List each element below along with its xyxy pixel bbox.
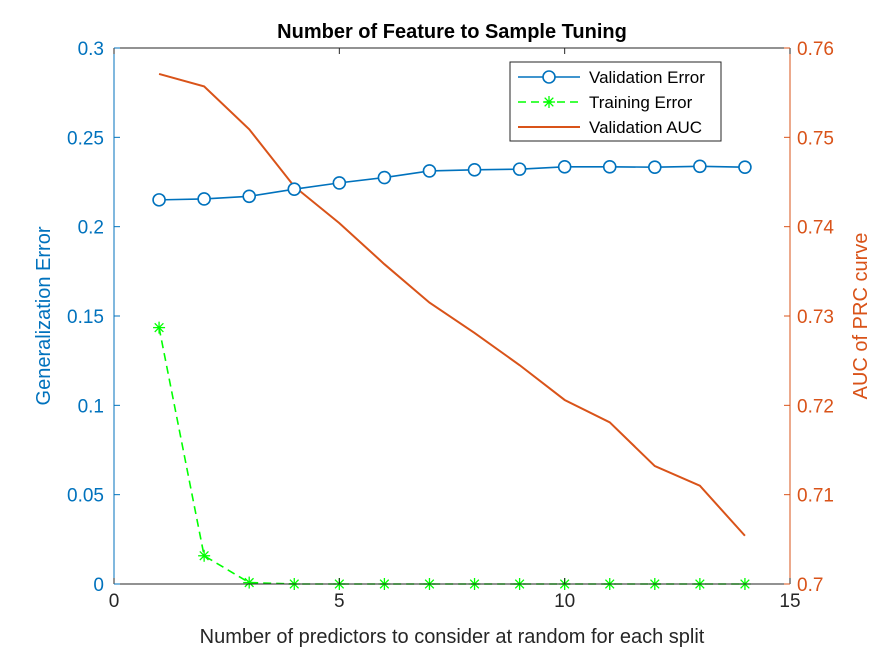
data-point	[198, 549, 211, 562]
data-point	[543, 96, 555, 108]
legend-label: Validation Error	[589, 68, 705, 87]
y-right-tick-label: 0.75	[797, 128, 834, 149]
y-left-tick-label: 0.1	[78, 396, 104, 417]
series-line	[159, 165, 745, 201]
data-point	[242, 189, 256, 204]
data-point	[693, 159, 707, 174]
x-axis-label: Number of predictors to consider at rand…	[200, 626, 705, 648]
asterisk-stroke	[154, 322, 164, 333]
x-tick-label: 15	[779, 591, 800, 612]
data-point	[467, 163, 482, 177]
y-right-tick-label: 0.7	[797, 575, 823, 596]
legend-item: Validation AUC	[518, 118, 702, 137]
ticks: 0 5 10 15 0 0.05 0.1 0.15 0.2 0.25 0.3 0.7 0.71 0.72 0…	[67, 39, 834, 612]
series-validation-error	[152, 159, 752, 207]
data-point	[332, 176, 347, 190]
asterisk-stroke	[244, 577, 254, 588]
y-axis-right-label: AUC of PRC curve	[850, 233, 872, 400]
data-point	[557, 160, 572, 174]
series-validation-auc	[158, 72, 746, 537]
legend: Validation Error Training Error Validation…	[509, 61, 722, 142]
chart-title: Number of Feature to Sample Tuning	[277, 21, 627, 43]
series-line	[158, 72, 746, 537]
data-point	[197, 192, 211, 206]
y-right-tick-label: 0.74	[797, 218, 834, 239]
y-left-tick-label: 0.2	[78, 218, 104, 239]
x-tick-label: 0	[109, 591, 120, 612]
legend-label: Validation AUC	[589, 118, 702, 137]
y-right-tick-label: 0.73	[797, 307, 834, 328]
data-point	[512, 162, 527, 176]
asterisk-stroke	[544, 97, 554, 107]
data-point	[377, 170, 392, 185]
x-tick-label: 5	[334, 591, 345, 612]
y-axis-left-label: Generalization Error	[33, 226, 55, 405]
y-right-tick-label: 0.71	[797, 486, 834, 507]
data-point	[738, 160, 752, 174]
legend-item: Validation Error	[518, 68, 705, 87]
series-layer	[152, 72, 752, 590]
data-point	[647, 160, 662, 174]
y-right-tick-label: 0.72	[797, 396, 834, 417]
data-point	[602, 160, 617, 174]
data-point	[287, 182, 302, 196]
legend-label: Training Error	[589, 93, 693, 112]
legend-item: Training Error	[518, 93, 693, 112]
y-right-tick-label: 0.76	[797, 39, 834, 60]
y-left-tick-label: 0.3	[78, 39, 104, 60]
data-point	[243, 576, 256, 589]
data-point	[153, 321, 166, 334]
x-tick-label: 10	[554, 591, 575, 612]
data-point	[422, 164, 437, 178]
asterisk-stroke	[199, 550, 209, 561]
y-left-tick-label: 0.15	[67, 307, 104, 328]
data-point	[152, 193, 166, 207]
y-left-tick-label: 0	[93, 575, 104, 596]
y-left-tick-label: 0.25	[67, 128, 104, 149]
y-left-tick-label: 0.05	[67, 486, 104, 507]
legend-marker	[542, 70, 556, 84]
